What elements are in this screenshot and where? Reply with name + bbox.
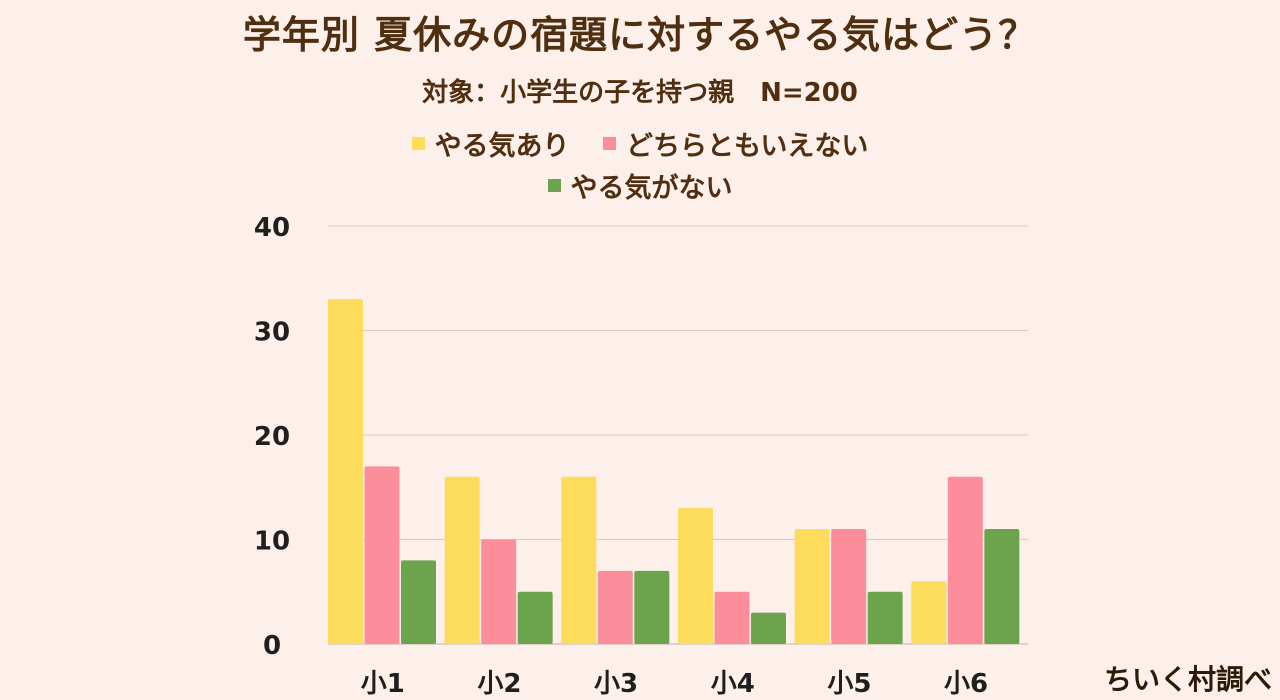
bar xyxy=(481,539,517,644)
bar xyxy=(364,466,400,644)
chart-subtitle: 対象：小学生の子を持つ親 N=200 xyxy=(422,78,858,108)
legend-label-motivated: やる気あり xyxy=(434,131,570,162)
legend-label-neutral: どちらともいえない xyxy=(625,131,869,162)
y-tick-label: 30 xyxy=(254,318,290,348)
x-tick-label: 小3 xyxy=(594,669,638,699)
legend-label-unmotivated: やる気がない xyxy=(570,173,733,204)
legend-item-unmotivated: やる気がない xyxy=(547,166,733,205)
bar xyxy=(444,476,480,644)
bar xyxy=(328,299,363,644)
bar xyxy=(561,476,597,644)
bar xyxy=(597,570,633,644)
bar xyxy=(751,612,786,644)
bar xyxy=(984,529,1020,644)
bar xyxy=(517,591,553,644)
bar xyxy=(678,508,713,644)
bar xyxy=(831,529,867,644)
x-tick-label: 小2 xyxy=(477,669,521,699)
y-tick-label: 10 xyxy=(254,527,290,557)
source-credit: ちいく村調べ xyxy=(1103,663,1272,696)
bar xyxy=(714,591,750,644)
bar xyxy=(911,581,947,644)
legend-swatch-unmotivated xyxy=(547,179,561,192)
x-tick-label: 小4 xyxy=(711,669,755,699)
y-tick-label: 40 xyxy=(254,213,290,243)
legend-swatch-neutral xyxy=(602,137,616,150)
legend-row-2: やる気がない xyxy=(0,166,1280,205)
legend-item-neutral: どちらともいえない xyxy=(602,124,869,163)
x-tick-label: 小5 xyxy=(827,669,871,699)
chart-title: 学年別 夏休みの宿題に対するやる気はどう？ xyxy=(242,13,1038,57)
y-tick-label: 20 xyxy=(254,422,290,452)
y-tick-label: 0 xyxy=(263,631,281,661)
bar xyxy=(634,570,670,644)
bar xyxy=(867,591,903,644)
bar xyxy=(401,560,436,644)
x-tick-label: 小1 xyxy=(361,669,405,699)
x-tick-label: 小6 xyxy=(944,669,988,699)
legend-item-motivated: やる気あり xyxy=(411,124,570,163)
legend-row-1: やる気あり どちらともいえない xyxy=(0,124,1280,163)
bar xyxy=(947,476,983,644)
legend-swatch-motivated xyxy=(411,137,425,150)
bar xyxy=(794,529,830,644)
